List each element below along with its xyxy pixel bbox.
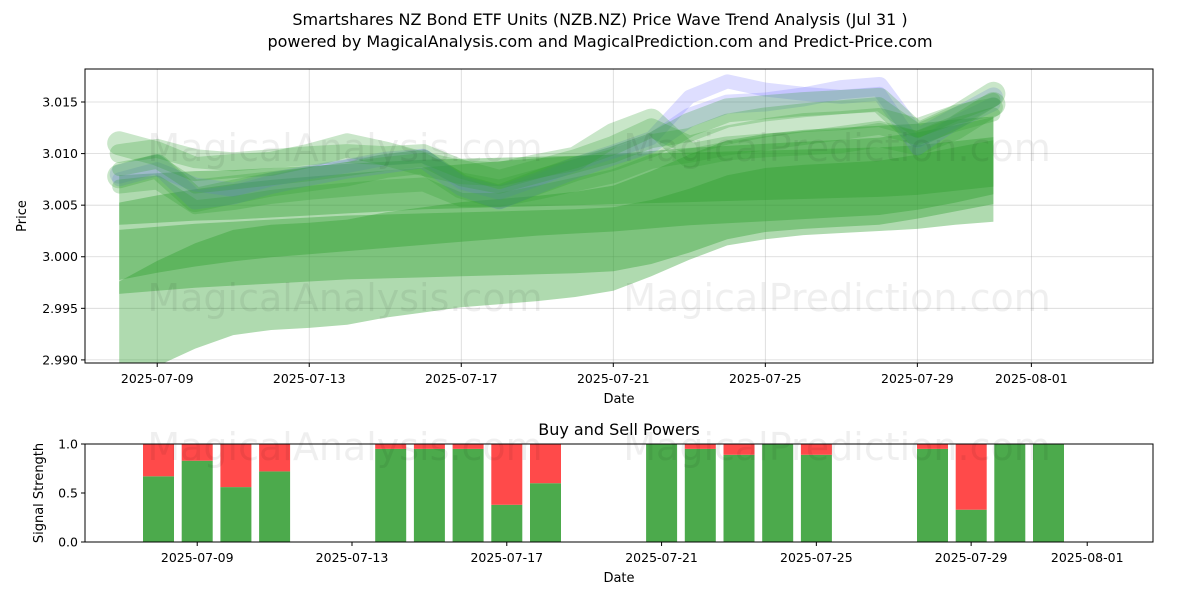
buy-bar xyxy=(723,454,755,542)
buy-sell-y-ticks: 0.0 0.5 1.0 xyxy=(58,437,85,550)
price-y-tick-label: 2.995 xyxy=(42,301,78,316)
sell-bar xyxy=(800,444,832,455)
buy-sell-x-tick-label: 2025-07-29 xyxy=(935,550,1008,565)
buy-sell-x-ticks: 2025-07-09 2025-07-13 2025-07-17 2025-07-21… xyxy=(161,542,1124,565)
buy-bar xyxy=(452,448,484,542)
price-y-ticks: 2.990 2.995 3.000 3.005 3.010 3.015 xyxy=(42,95,85,367)
buy-sell-x-tick-label: 2025-07-25 xyxy=(780,550,853,565)
price-waves xyxy=(107,74,1006,215)
sell-bar xyxy=(917,444,948,449)
price-y-tick-label: 3.010 xyxy=(42,146,78,161)
watermark-bottom-left: MagicalAnalysis.com xyxy=(147,425,542,469)
price-x-tick-label: 2025-07-25 xyxy=(729,371,802,386)
price-x-tick-label: 2025-07-17 xyxy=(425,371,498,386)
price-green-wave-5 xyxy=(112,107,1001,215)
sell-bar xyxy=(530,444,561,484)
buy-bar xyxy=(994,444,1026,542)
price-y-tick-label: 3.005 xyxy=(42,198,78,213)
sell-bar xyxy=(259,444,291,472)
buy-sell-y-label: Signal Strength xyxy=(32,443,47,543)
chart-title-line1: Smartshares NZ Bond ETF Units (NZB.NZ) P… xyxy=(292,10,907,29)
price-band-2 xyxy=(119,117,994,280)
price-x-tick-label: 2025-07-09 xyxy=(121,371,194,386)
price-band-3 xyxy=(119,140,994,294)
watermark-top-right-2: MagicalPrediction.com xyxy=(623,276,1051,320)
sell-bar xyxy=(220,444,252,488)
price-x-tick-label: 2025-07-13 xyxy=(273,371,346,386)
buy-bar xyxy=(181,460,213,542)
price-blue-wave-2 xyxy=(109,77,1003,210)
buy-sell-title: Buy and Sell Powers xyxy=(538,420,700,439)
price-y-tick-label: 3.000 xyxy=(42,249,78,264)
price-x-ticks: 2025-07-09 2025-07-13 2025-07-17 2025-07-21… xyxy=(121,363,1068,386)
buy-sell-y-tick-label: 0.5 xyxy=(58,486,78,501)
price-green-wave-1 xyxy=(107,81,1006,212)
buy-sell-x-tick-label: 2025-07-09 xyxy=(161,550,234,565)
price-band-4 xyxy=(119,116,994,363)
buy-sell-x-tick-label: 2025-07-13 xyxy=(316,550,389,565)
price-green-wave-4 xyxy=(107,92,1006,187)
sell-bar xyxy=(491,444,523,505)
sell-bar xyxy=(452,444,484,449)
buy-bar xyxy=(1033,444,1064,542)
price-axes-frame xyxy=(84,68,1154,364)
watermark-top-right-1: MagicalPrediction.com xyxy=(623,126,1051,170)
buy-bar xyxy=(220,487,252,542)
buy-bar xyxy=(762,444,794,542)
buy-bar xyxy=(491,504,523,542)
price-chart: MagicalAnalysis.com MagicalPrediction.co… xyxy=(15,68,1154,407)
buy-bar xyxy=(143,476,174,542)
buy-bar xyxy=(684,448,716,542)
price-y-tick-label: 2.990 xyxy=(42,352,78,367)
price-band-1 xyxy=(119,137,994,225)
buy-sell-x-label: Date xyxy=(603,571,634,586)
watermark-bottom-right: MagicalPrediction.com xyxy=(623,425,1051,469)
buy-sell-y-tick-label: 1.0 xyxy=(58,437,78,452)
price-x-tick-label: 2025-07-21 xyxy=(577,371,650,386)
watermark-top-left-1: MagicalAnalysis.com xyxy=(147,126,542,170)
buy-bar xyxy=(800,454,832,542)
sell-bar xyxy=(684,444,716,449)
sell-bar xyxy=(375,444,407,449)
price-x-tick-label: 2025-08-01 xyxy=(995,371,1068,386)
buy-bar xyxy=(530,483,561,542)
sell-bar xyxy=(955,444,987,510)
price-x-label: Date xyxy=(603,392,634,407)
buy-sell-x-tick-label: 2025-08-01 xyxy=(1051,550,1124,565)
sell-bar xyxy=(723,444,755,455)
buy-bar xyxy=(413,448,445,542)
sell-bar xyxy=(143,444,174,477)
price-blue-wave-1 xyxy=(112,74,1001,200)
buy-bar xyxy=(375,448,407,542)
buy-bar xyxy=(259,471,291,542)
sell-bar xyxy=(413,444,445,449)
buy-sell-chart: Buy and Sell Powers MagicalAnalysis.com … xyxy=(32,420,1154,586)
chart-title-line2: powered by MagicalAnalysis.com and Magic… xyxy=(267,32,932,51)
watermark-top-left-2: MagicalAnalysis.com xyxy=(147,276,542,320)
buy-bar xyxy=(646,444,678,542)
price-x-tick-label: 2025-07-29 xyxy=(881,371,954,386)
buy-bar xyxy=(917,448,948,542)
price-y-tick-label: 3.015 xyxy=(42,95,78,110)
buy-sell-y-tick-label: 0.0 xyxy=(58,535,78,550)
price-green-wave-2 xyxy=(112,92,1001,194)
buy-sell-x-tick-label: 2025-07-21 xyxy=(625,550,698,565)
buy-bar xyxy=(955,509,987,542)
sell-bar xyxy=(181,444,213,461)
buy-sell-bars xyxy=(143,444,1064,542)
price-grid xyxy=(85,69,1153,363)
price-y-label: Price xyxy=(15,200,30,232)
price-bands xyxy=(119,116,994,363)
price-green-wave-3 xyxy=(109,97,1003,189)
buy-sell-x-tick-label: 2025-07-17 xyxy=(470,550,543,565)
